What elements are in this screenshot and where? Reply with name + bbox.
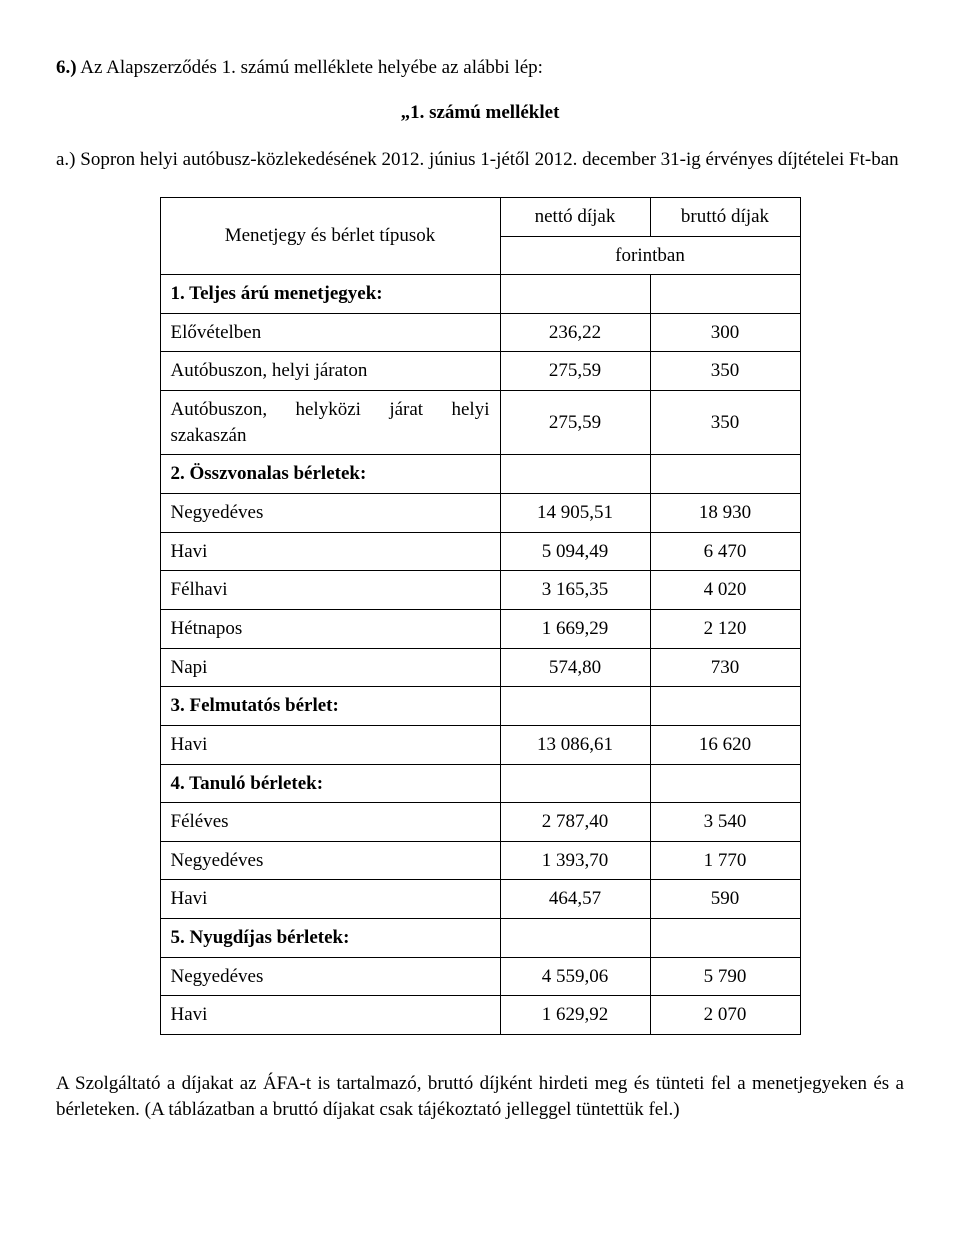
row-label: Negyedéves — [160, 957, 500, 996]
table-row: Negyedéves 1 393,70 1 770 — [160, 841, 800, 880]
row-gross: 350 — [650, 391, 800, 455]
table-row: Havi 1 629,92 2 070 — [160, 996, 800, 1035]
heading-prefix: 6.) — [56, 57, 77, 78]
section-5-title-row: 5. Nyugdíjas bérletek: — [160, 919, 800, 958]
table-row: Hétnapos 1 669,29 2 120 — [160, 609, 800, 648]
table-row: Elővételben 236,22 300 — [160, 313, 800, 352]
row-net: 236,22 — [500, 313, 650, 352]
table-row: Negyedéves 4 559,06 5 790 — [160, 957, 800, 996]
table-row: Autóbuszon, helyi járaton 275,59 350 — [160, 352, 800, 391]
header-netto: nettó díjak — [500, 197, 650, 236]
row-net: 13 086,61 — [500, 725, 650, 764]
table-header-row-1: Menetjegy és bérlet típusok nettó díjak … — [160, 197, 800, 236]
row-gross: 5 790 — [650, 957, 800, 996]
intro-a: a.) Sopron helyi autóbusz-közlekedésének… — [56, 147, 904, 173]
row-label: Féléves — [160, 803, 500, 842]
section-2-title-row: 2. Összvonalas bérletek: — [160, 455, 800, 494]
row-net: 14 905,51 — [500, 494, 650, 533]
row-gross: 16 620 — [650, 725, 800, 764]
row-label: Autóbuszon, helyi járaton — [160, 352, 500, 391]
row-gross: 1 770 — [650, 841, 800, 880]
row-gross: 730 — [650, 648, 800, 687]
section-4-title: 4. Tanuló bérletek: — [160, 764, 500, 803]
row-label: Havi — [160, 532, 500, 571]
row-gross: 300 — [650, 313, 800, 352]
empty-cell — [650, 919, 800, 958]
row-gross: 2 120 — [650, 609, 800, 648]
row-gross: 2 070 — [650, 996, 800, 1035]
table-row: Autóbuszon, helyközi járat helyi szakasz… — [160, 391, 800, 455]
empty-cell — [500, 687, 650, 726]
row-label: Félhavi — [160, 571, 500, 610]
row-gross: 4 020 — [650, 571, 800, 610]
section-3-title: 3. Felmutatós bérlet: — [160, 687, 500, 726]
row-label: Elővételben — [160, 313, 500, 352]
attachment-title: „1. számú melléklet — [56, 100, 904, 126]
section-1-title-row: 1. Teljes árú menetjegyek: — [160, 275, 800, 314]
empty-cell — [650, 455, 800, 494]
row-net: 1 629,92 — [500, 996, 650, 1035]
table-row: Félhavi 3 165,35 4 020 — [160, 571, 800, 610]
empty-cell — [500, 764, 650, 803]
intro-a-label: a.) — [56, 149, 76, 170]
document-page: 6.) Az Alapszerződés 1. számú melléklete… — [0, 0, 960, 1249]
row-net: 464,57 — [500, 880, 650, 919]
table-row: Napi 574,80 730 — [160, 648, 800, 687]
row-gross: 18 930 — [650, 494, 800, 533]
row-label: Hétnapos — [160, 609, 500, 648]
table-row: Havi 13 086,61 16 620 — [160, 725, 800, 764]
row-gross: 350 — [650, 352, 800, 391]
row-net: 574,80 — [500, 648, 650, 687]
section-4-title-row: 4. Tanuló bérletek: — [160, 764, 800, 803]
empty-cell — [650, 764, 800, 803]
table-row: Féléves 2 787,40 3 540 — [160, 803, 800, 842]
row-label: Negyedéves — [160, 841, 500, 880]
empty-cell — [500, 919, 650, 958]
row-net: 1 669,29 — [500, 609, 650, 648]
row-label: Negyedéves — [160, 494, 500, 533]
row-label: Havi — [160, 725, 500, 764]
table-row: Havi 464,57 590 — [160, 880, 800, 919]
section-5-title: 5. Nyugdíjas bérletek: — [160, 919, 500, 958]
row-net: 1 393,70 — [500, 841, 650, 880]
row-label: Autóbuszon, helyközi járat helyi szakasz… — [160, 391, 500, 455]
empty-cell — [650, 687, 800, 726]
empty-cell — [500, 275, 650, 314]
row-net: 5 094,49 — [500, 532, 650, 571]
row-gross: 6 470 — [650, 532, 800, 571]
header-brutto: bruttó díjak — [650, 197, 800, 236]
row-gross: 590 — [650, 880, 800, 919]
row-net: 2 787,40 — [500, 803, 650, 842]
header-types: Menetjegy és bérlet típusok — [160, 197, 500, 274]
row-gross: 3 540 — [650, 803, 800, 842]
row-net: 275,59 — [500, 352, 650, 391]
row-label: Havi — [160, 880, 500, 919]
row-label: Napi — [160, 648, 500, 687]
header-forintban: forintban — [500, 236, 800, 275]
empty-cell — [650, 275, 800, 314]
heading-line: 6.) Az Alapszerződés 1. számú melléklete… — [56, 55, 904, 81]
row-net: 275,59 — [500, 391, 650, 455]
intro-a-text: Sopron helyi autóbusz-közlekedésének 201… — [76, 149, 899, 170]
fare-table: Menetjegy és bérlet típusok nettó díjak … — [160, 197, 801, 1035]
row-label: Havi — [160, 996, 500, 1035]
empty-cell — [500, 455, 650, 494]
row-net: 3 165,35 — [500, 571, 650, 610]
section-1-title: 1. Teljes árú menetjegyek: — [160, 275, 500, 314]
table-row: Negyedéves 14 905,51 18 930 — [160, 494, 800, 533]
heading-rest: Az Alapszerződés 1. számú melléklete hel… — [77, 57, 543, 78]
row-net: 4 559,06 — [500, 957, 650, 996]
closing-paragraph: A Szolgáltató a díjakat az ÁFA-t is tart… — [56, 1071, 904, 1122]
section-3-title-row: 3. Felmutatós bérlet: — [160, 687, 800, 726]
table-row: Havi 5 094,49 6 470 — [160, 532, 800, 571]
section-2-title: 2. Összvonalas bérletek: — [160, 455, 500, 494]
